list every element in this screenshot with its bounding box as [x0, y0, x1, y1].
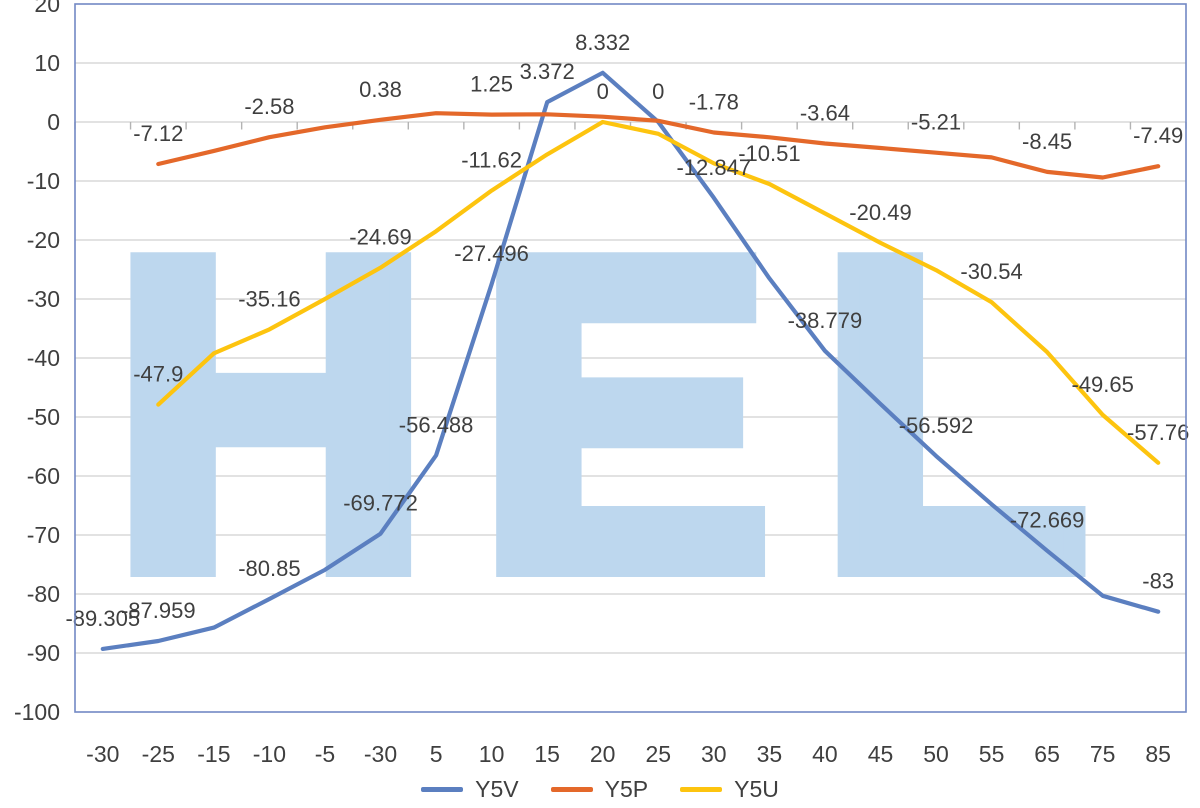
- y-axis-label: -30: [27, 286, 60, 312]
- x-axis-label: -10: [253, 741, 286, 767]
- y-axis-label: -50: [27, 404, 60, 430]
- data-label-y5p: -5.21: [911, 110, 961, 135]
- data-label-y5u: 0: [597, 79, 609, 104]
- data-label-y5u: -10.51: [738, 141, 800, 166]
- x-axis-labels: -30 -25 -15 -10 -5 -30 5 10 15 20 25 30 35 40 45 50 55 65…: [86, 741, 1171, 767]
- data-label-y5u: -24.69: [349, 225, 411, 250]
- x-axis-label: 75: [1090, 741, 1116, 767]
- y-axis-labels: 20 10 0 -10 -20 -30 -40 -50 -60 -70 -80 -90 -100: [14, 0, 60, 725]
- y-axis-label: 10: [34, 50, 60, 76]
- legend-label: Y5P: [604, 775, 649, 802]
- data-label-y5v: -27.496: [454, 241, 529, 266]
- y-axis-label: 0: [47, 109, 60, 135]
- watermark-text: HEL: [112, 169, 1136, 660]
- data-label-y5p: -7.12: [133, 121, 183, 146]
- data-label-y5p: -2.58: [244, 94, 294, 119]
- x-axis-label: -30: [364, 741, 397, 767]
- x-axis-label: -15: [197, 741, 230, 767]
- x-axis-label: 20: [590, 741, 616, 767]
- series-line-y5u: [156, 119, 1161, 465]
- y-axis-label: -20: [27, 227, 60, 253]
- data-label-y5v: -56.488: [399, 412, 474, 437]
- data-label-y5u: -49.65: [1072, 372, 1134, 397]
- x-axis-label: 35: [757, 741, 783, 767]
- data-label-y5v: 3.372: [520, 59, 575, 84]
- data-label-y5v: -69.772: [343, 491, 418, 516]
- x-axis-label: 10: [479, 741, 505, 767]
- legend-item-y5v: Y5V: [421, 775, 519, 802]
- x-axis-label: 85: [1145, 741, 1171, 767]
- x-axis-label: 40: [812, 741, 838, 767]
- legend-item-y5p: Y5P: [550, 775, 649, 802]
- x-axis-label: -5: [315, 741, 335, 767]
- x-axis-label: 15: [534, 741, 560, 767]
- legend-label: Y5U: [734, 775, 779, 802]
- x-axis-label: 50: [923, 741, 949, 767]
- legend-swatch-y5u: [680, 786, 723, 792]
- x-axis-label: 55: [979, 741, 1005, 767]
- data-label-y5v: -72.669: [1010, 508, 1085, 533]
- gridlines: [75, 62, 1186, 654]
- legend: Y5V Y5P Y5U: [0, 772, 1200, 806]
- data-label-y5v: -56.592: [899, 413, 974, 438]
- data-label-y5v: 0: [652, 79, 664, 104]
- series-line-y5v: [100, 70, 1161, 652]
- x-axis-label: -25: [142, 741, 175, 767]
- x-axis-label: 65: [1034, 741, 1060, 767]
- x-axis-label: -30: [86, 741, 119, 767]
- y-axis-label: 20: [34, 0, 60, 17]
- legend-swatch-y5p: [550, 786, 593, 792]
- y-axis-label: -70: [27, 522, 60, 548]
- data-label-y5v: -80.85: [238, 556, 300, 581]
- plot-border: [74, 3, 1187, 713]
- data-label-y5p: -1.78: [689, 90, 739, 115]
- data-label-y5p: 1.25: [470, 72, 513, 97]
- data-label-y5u: -20.49: [849, 200, 911, 225]
- data-label-y5u: -30.54: [960, 259, 1022, 284]
- y-axis-label: -60: [27, 463, 60, 489]
- data-label-y5u: -35.16: [238, 286, 300, 311]
- x-axis-label: 45: [868, 741, 894, 767]
- x-axis-label: 25: [646, 741, 672, 767]
- legend-label: Y5V: [475, 775, 519, 802]
- x-axis-label: 30: [701, 741, 727, 767]
- data-label-y5p: 0.38: [359, 77, 402, 102]
- data-label-y5u: -57.76: [1127, 420, 1189, 445]
- data-label-y5v: -89.305: [65, 606, 140, 631]
- data-label-y5p: -7.49: [1133, 123, 1183, 148]
- data-label-y5p: -8.45: [1022, 129, 1072, 154]
- legend-swatch-y5v: [421, 786, 464, 792]
- y-axis-label: -90: [27, 640, 60, 666]
- x-axis-label: 5: [430, 741, 443, 767]
- data-label-y5v: -83: [1142, 569, 1174, 594]
- data-label-y5v: 8.332: [575, 30, 630, 55]
- series-line-y5p: [156, 111, 1161, 180]
- data-label-y5v: -87.959: [121, 598, 196, 623]
- data-label-y5v: -12.847: [676, 155, 751, 180]
- y-axis-label: -40: [27, 345, 60, 371]
- data-label-y5p: -3.64: [800, 101, 850, 126]
- y-axis-label: -80: [27, 581, 60, 607]
- data-label-y5u: -11.62: [461, 148, 522, 173]
- data-label-y5u: -47.9: [133, 362, 183, 387]
- data-label-y5v: -38.779: [788, 308, 863, 333]
- legend-item-y5u: Y5U: [680, 775, 779, 802]
- y-axis-label: -100: [14, 699, 60, 725]
- data-labels: -89.305-87.959 -80.85 -69.772 -56.488 -27.49…: [65, 30, 1189, 631]
- y-axis-label: -10: [27, 168, 60, 194]
